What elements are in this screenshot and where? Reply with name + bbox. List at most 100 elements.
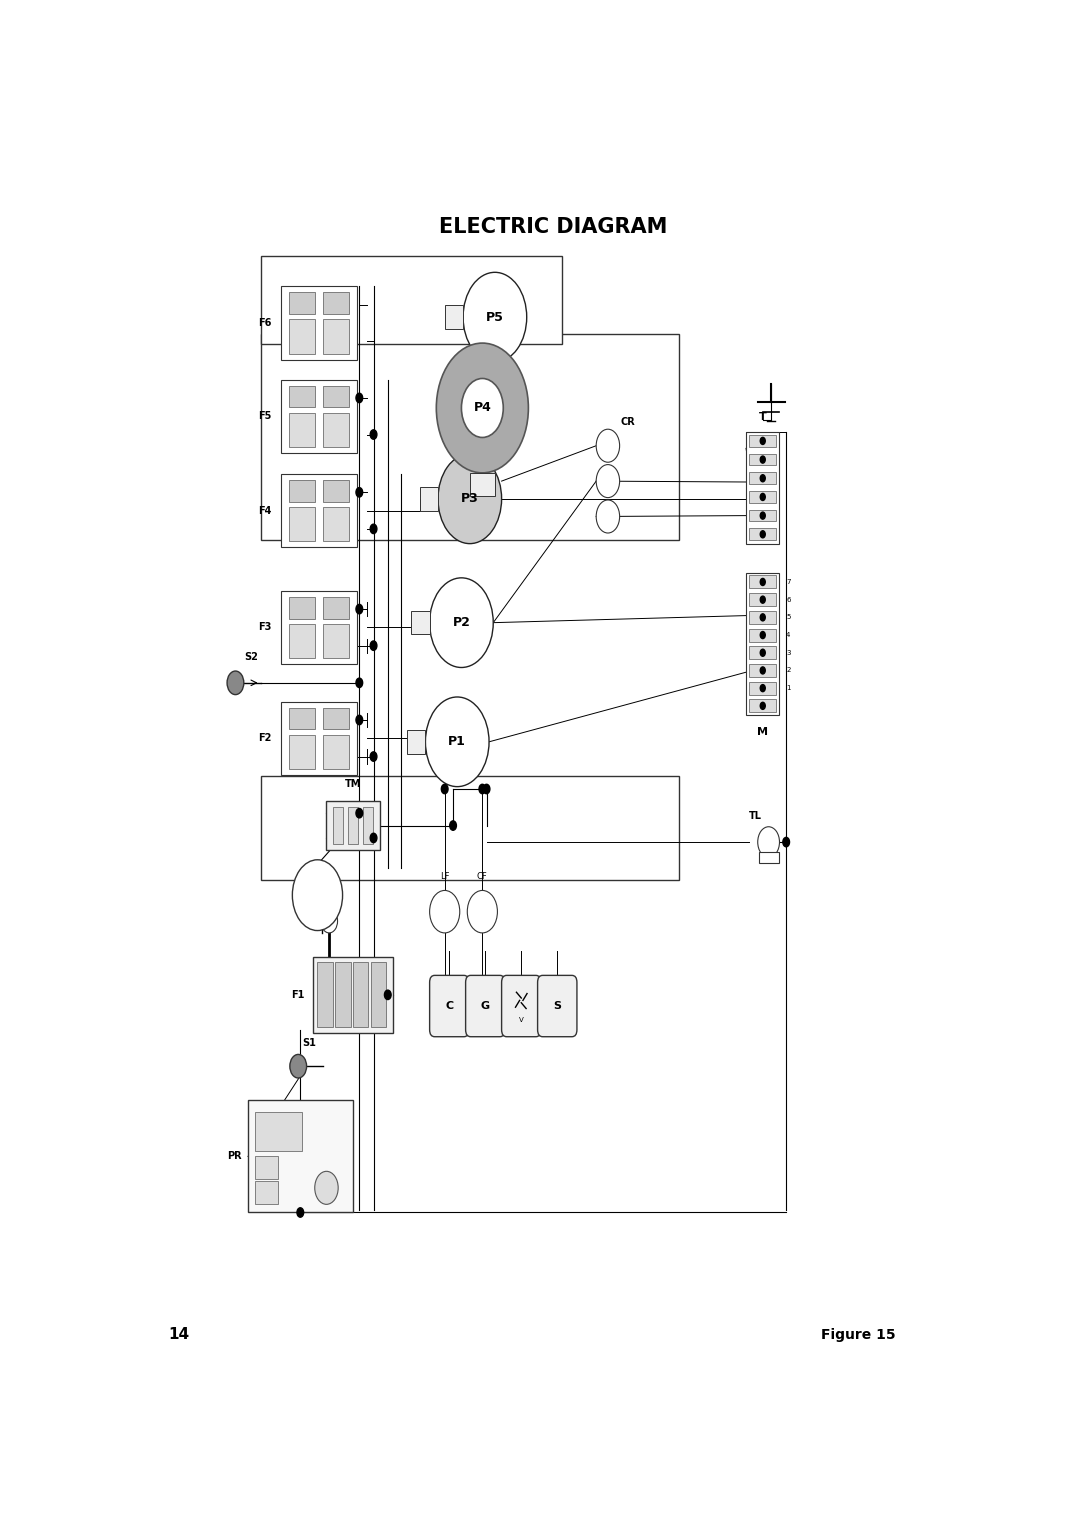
Bar xyxy=(282,380,356,453)
Bar xyxy=(750,576,777,588)
Circle shape xyxy=(461,378,503,438)
Circle shape xyxy=(314,1172,338,1204)
Circle shape xyxy=(760,702,766,709)
Circle shape xyxy=(356,679,363,688)
Bar xyxy=(289,480,315,502)
Circle shape xyxy=(760,596,766,604)
Bar xyxy=(750,682,777,694)
FancyBboxPatch shape xyxy=(501,976,541,1037)
Bar xyxy=(289,624,315,659)
Text: C: C xyxy=(445,1000,454,1011)
Bar xyxy=(323,412,349,447)
Text: P1: P1 xyxy=(448,735,467,748)
Circle shape xyxy=(438,453,501,544)
Circle shape xyxy=(463,273,527,362)
Circle shape xyxy=(483,784,490,794)
Bar xyxy=(750,492,777,502)
Text: CR: CR xyxy=(620,417,635,427)
Text: 14: 14 xyxy=(168,1327,190,1342)
Bar xyxy=(282,591,356,663)
Text: S1: S1 xyxy=(302,1037,316,1048)
Circle shape xyxy=(760,530,766,538)
Text: 2: 2 xyxy=(786,668,791,674)
Text: 7: 7 xyxy=(786,579,791,585)
Circle shape xyxy=(760,650,766,656)
Text: F1: F1 xyxy=(292,990,305,1000)
Text: V: V xyxy=(518,1017,524,1023)
Bar xyxy=(323,624,349,659)
Text: PR: PR xyxy=(227,1152,241,1161)
Bar xyxy=(750,435,777,447)
Circle shape xyxy=(449,821,457,830)
FancyBboxPatch shape xyxy=(538,976,577,1037)
Bar xyxy=(750,699,777,712)
Text: 5: 5 xyxy=(786,614,791,620)
Bar xyxy=(333,807,342,844)
Bar xyxy=(289,596,315,619)
Bar xyxy=(282,473,356,547)
Text: TL: TL xyxy=(748,810,761,821)
Circle shape xyxy=(760,685,766,691)
Circle shape xyxy=(356,487,363,496)
Bar xyxy=(750,611,777,624)
Circle shape xyxy=(370,430,377,440)
Circle shape xyxy=(356,715,363,725)
Bar xyxy=(248,1100,352,1212)
Text: P3: P3 xyxy=(461,492,478,506)
Text: 1: 1 xyxy=(786,685,791,691)
Circle shape xyxy=(596,429,620,463)
Text: Figure 15: Figure 15 xyxy=(821,1328,896,1342)
Circle shape xyxy=(468,890,498,933)
FancyBboxPatch shape xyxy=(430,976,469,1037)
Circle shape xyxy=(758,827,780,858)
Bar xyxy=(323,708,349,729)
Bar xyxy=(750,647,777,659)
Text: S2: S2 xyxy=(244,653,258,662)
Circle shape xyxy=(297,1207,303,1218)
Circle shape xyxy=(760,666,766,674)
Bar xyxy=(326,801,380,850)
Bar xyxy=(255,1112,301,1151)
Bar xyxy=(353,962,368,1028)
Circle shape xyxy=(760,614,766,620)
Circle shape xyxy=(760,437,766,444)
FancyBboxPatch shape xyxy=(465,976,505,1037)
Text: P5: P5 xyxy=(486,311,504,323)
Circle shape xyxy=(227,671,244,694)
Bar xyxy=(750,453,777,466)
Text: TM: TM xyxy=(345,780,361,789)
Bar xyxy=(750,472,777,484)
Text: S: S xyxy=(553,1000,562,1011)
Text: P2: P2 xyxy=(453,616,471,630)
Text: P4: P4 xyxy=(473,401,491,415)
Circle shape xyxy=(596,499,620,533)
Circle shape xyxy=(370,752,377,761)
Bar xyxy=(289,319,315,354)
Bar xyxy=(255,1181,278,1204)
Circle shape xyxy=(370,640,377,651)
Bar xyxy=(470,473,495,496)
Bar xyxy=(282,702,356,775)
Bar xyxy=(323,596,349,619)
Bar xyxy=(260,256,562,345)
Text: F4: F4 xyxy=(258,506,271,516)
Text: 3: 3 xyxy=(786,650,791,656)
Bar xyxy=(323,507,349,541)
Bar xyxy=(289,386,315,408)
Bar xyxy=(750,510,777,521)
Circle shape xyxy=(760,457,766,463)
Circle shape xyxy=(442,784,448,794)
Bar xyxy=(323,480,349,502)
Bar xyxy=(746,432,780,544)
Circle shape xyxy=(760,631,766,639)
Circle shape xyxy=(384,990,391,999)
Text: M: M xyxy=(757,728,768,737)
Bar xyxy=(323,293,349,314)
Circle shape xyxy=(356,809,363,818)
Circle shape xyxy=(426,697,489,786)
Circle shape xyxy=(760,475,766,481)
Text: LF: LF xyxy=(440,872,449,881)
Bar xyxy=(289,507,315,541)
Bar xyxy=(318,962,333,1028)
Circle shape xyxy=(356,605,363,614)
